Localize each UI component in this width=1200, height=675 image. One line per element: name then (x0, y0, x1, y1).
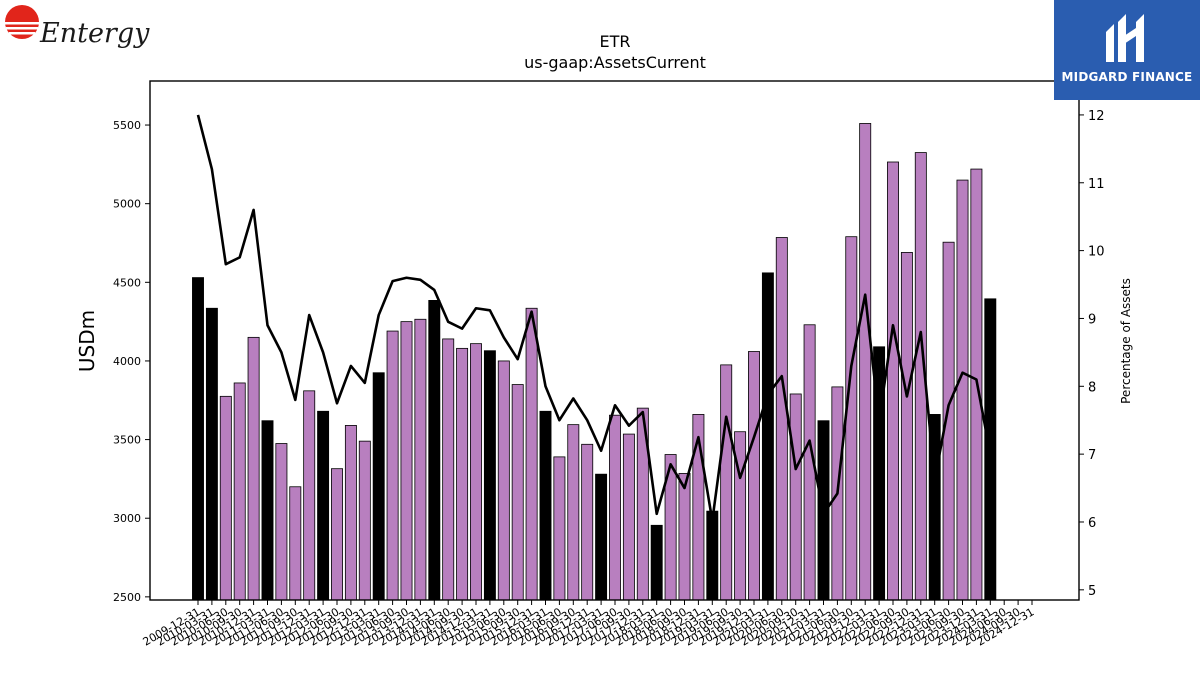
y-axis-label: USDm (75, 310, 99, 372)
bar-group (192, 123, 997, 601)
bar-2010-06-30 (219, 395, 232, 601)
bar-2011-12-31 (303, 390, 316, 601)
bar-2021-12-31 (859, 123, 872, 601)
bar-2018-03-31 (650, 524, 663, 601)
midgard-finance-logo: MIDGARD FINANCE (1054, 0, 1200, 100)
bar-2011-06-30 (275, 443, 288, 601)
bar-2013-12-31 (414, 318, 427, 601)
bar-2020-03-31 (761, 272, 774, 601)
y2-tick-label: 5 (1088, 584, 1096, 599)
bar-2020-09-30 (789, 393, 802, 601)
bar-2016-12-31 (581, 443, 594, 601)
y-tick-label: 5500 (113, 119, 141, 132)
y2-tick-label: 7 (1088, 448, 1096, 463)
bar-2023-09-30 (956, 179, 969, 601)
y2-tick-label: 10 (1088, 245, 1105, 260)
bar-2014-12-31 (470, 343, 482, 601)
midgard-wordmark: MIDGARD FINANCE (1061, 70, 1193, 84)
bar-2012-09-30 (344, 425, 357, 601)
entergy-wordmark: Entergy (40, 18, 150, 49)
bar-2010-09-30 (233, 382, 246, 601)
bar-2015-03-31 (483, 350, 496, 601)
bar-2010-12-31 (247, 336, 260, 601)
bar-2013-09-30 (400, 321, 413, 601)
y-tick-label: 2500 (113, 591, 141, 604)
line-layer (196, 114, 992, 522)
y2-tick-label: 8 (1088, 380, 1096, 395)
chart-title: ETR (600, 32, 631, 51)
chart-subtitle: us-gaap:AssetsCurrent (524, 53, 706, 72)
y-tick-label: 4000 (113, 355, 141, 368)
bar-2013-06-30 (386, 330, 399, 601)
bar-2017-06-30 (609, 414, 621, 601)
percentage-line (196, 114, 992, 522)
y2-tick-label: 11 (1088, 177, 1105, 192)
bar-2010-03-31 (205, 307, 218, 601)
bar-2022-09-30 (900, 252, 913, 601)
bar-2018-09-30 (678, 472, 691, 601)
y-tick-label: 5000 (113, 198, 141, 211)
bar-2015-09-30 (511, 384, 524, 601)
bar-2017-09-30 (622, 433, 635, 601)
midgard-logo-mark-icon (1106, 14, 1144, 62)
bar-2011-09-30 (289, 486, 302, 601)
bar-2016-09-30 (567, 424, 580, 601)
bar-2014-09-30 (456, 347, 469, 601)
bar-2012-06-30 (331, 468, 343, 601)
bar-2019-06-30 (720, 364, 733, 601)
bar-2017-03-31 (595, 473, 608, 601)
y-tick-label: 4500 (113, 276, 141, 289)
bar-2020-06-30 (775, 237, 788, 601)
entergy-logo: Entergy (4, 4, 149, 56)
bar-2012-12-31 (358, 440, 371, 601)
bar-2019-12-31 (748, 351, 760, 601)
y-tick-label: 3000 (113, 512, 141, 525)
y-tick-label: 3500 (113, 434, 141, 447)
bar-2016-03-31 (539, 410, 552, 601)
bar-2015-12-31 (525, 307, 538, 601)
y2-tick-label: 9 (1088, 312, 1096, 327)
bar-2009-12-31 (192, 277, 204, 601)
bar-2016-06-30 (553, 456, 566, 601)
bar-2012-03-31 (317, 410, 330, 601)
bar-2022-06-30 (887, 161, 899, 601)
y2-tick-label: 6 (1088, 516, 1096, 531)
bar-2019-03-31 (706, 510, 719, 601)
y2-tick-label: 12 (1088, 109, 1105, 124)
entergy-logo-mark-icon (4, 5, 40, 39)
bar-2013-03-31 (372, 372, 385, 601)
bar-2014-03-31 (428, 299, 441, 601)
bar-2014-06-30 (442, 338, 455, 601)
bar-2021-09-30 (845, 236, 858, 601)
bar-2015-06-30 (497, 360, 510, 601)
bar-2011-03-31 (261, 420, 274, 601)
y2-axis-label: Percentage of Assets (1119, 278, 1133, 404)
